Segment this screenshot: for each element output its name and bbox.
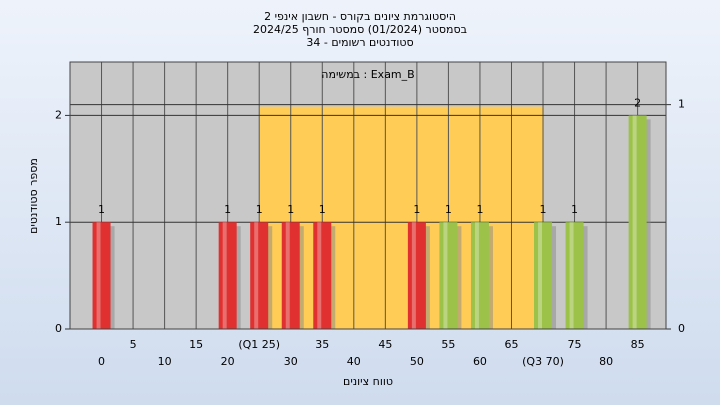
x-tick-label: 35 — [315, 338, 329, 351]
x-tick-label: 10 — [158, 355, 172, 368]
value-label: 1 — [287, 203, 294, 216]
plot-border — [69, 61, 667, 330]
x-tick-label: 5 — [130, 338, 137, 351]
title-line: סטודנטים רשומים - 34 — [306, 36, 413, 49]
x-tick-label: 75 — [568, 338, 582, 351]
x-tick-label: 60 — [473, 355, 487, 368]
y-axis-label: מספר סטודנטים — [27, 158, 40, 234]
x-tick-label: 45 — [378, 338, 392, 351]
bar — [628, 115, 647, 330]
bar — [250, 222, 269, 329]
bar-shine — [222, 222, 227, 329]
bar-shine — [474, 222, 479, 329]
x-axis-label: טווח ציונים — [343, 375, 393, 388]
x-tick-label: 55 — [441, 338, 455, 351]
bar-shine — [96, 222, 101, 329]
bar — [439, 222, 458, 329]
value-label: 1 — [256, 203, 263, 216]
y2-tick-label: 0 — [678, 322, 685, 335]
x-tick-label: 50 — [410, 355, 424, 368]
value-label: 1 — [224, 203, 231, 216]
value-label: 1 — [98, 203, 105, 216]
y2-tick-label: 1 — [678, 98, 685, 111]
bar — [218, 222, 237, 329]
value-label: 2 — [634, 96, 641, 109]
x-tick-label: 80 — [599, 355, 613, 368]
value-label: 1 — [413, 203, 420, 216]
title-line: היסטוגרמת ציונים בקורס - חשבון אינפי 2 — [264, 10, 456, 23]
bar — [470, 222, 489, 329]
bar-shine — [632, 115, 637, 330]
x-tick-label: (Q3 70) — [522, 355, 564, 368]
title-line: בסמסטר (01/2024) סמסטר חורף 2024/25 — [253, 23, 467, 36]
bar — [281, 222, 300, 329]
bar-shine — [411, 222, 416, 329]
value-label: 1 — [540, 203, 547, 216]
x-tick-label: (Q1 25) — [238, 338, 280, 351]
bar-shine — [443, 222, 448, 329]
bar — [313, 222, 332, 329]
y-tick-label: 0 — [55, 322, 62, 335]
x-tick-label: 30 — [284, 355, 298, 368]
x-tick-label: 15 — [189, 338, 203, 351]
bar — [92, 222, 111, 329]
bar — [565, 222, 584, 329]
bar-shine — [317, 222, 322, 329]
bar-shine — [538, 222, 543, 329]
bar-shine — [254, 222, 259, 329]
y-tick-label: 2 — [55, 108, 62, 121]
x-tick-label: 40 — [347, 355, 361, 368]
y-tick-label: 1 — [55, 215, 62, 228]
bar — [407, 222, 426, 329]
value-label: 1 — [571, 203, 578, 216]
bar — [534, 222, 553, 329]
x-tick-label: 20 — [221, 355, 235, 368]
x-tick-label: 0 — [98, 355, 105, 368]
value-label: 1 — [445, 203, 452, 216]
value-label: 1 — [319, 203, 326, 216]
value-label: 1 — [476, 203, 483, 216]
annotation: במשימה : Exam_B — [321, 68, 414, 81]
bar-shine — [285, 222, 290, 329]
x-tick-label: 65 — [504, 338, 518, 351]
x-tick-label: 85 — [631, 338, 645, 351]
bar-shine — [569, 222, 574, 329]
quartile-band — [259, 106, 544, 329]
